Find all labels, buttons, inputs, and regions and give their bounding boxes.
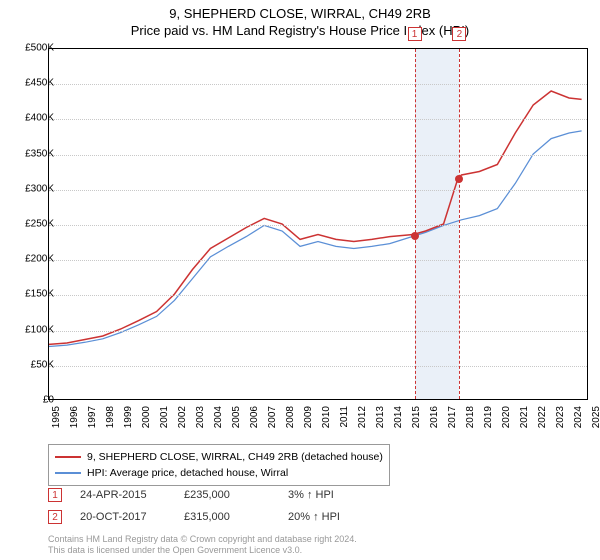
sale-date: 20-OCT-2017 bbox=[80, 511, 166, 523]
x-axis-tick-label: 2001 bbox=[159, 406, 170, 428]
sale-marker-point bbox=[411, 232, 419, 240]
x-axis-tick-label: 1999 bbox=[123, 406, 134, 428]
x-axis-tick-label: 2002 bbox=[177, 406, 188, 428]
x-axis-tick-label: 2009 bbox=[303, 406, 314, 428]
x-axis-tick-label: 2003 bbox=[195, 406, 206, 428]
y-axis-tick-label: £200K bbox=[25, 254, 54, 265]
sale-marker-point bbox=[455, 175, 463, 183]
sale-delta: 3% ↑ HPI bbox=[288, 489, 374, 501]
sale-marker-label: 1 bbox=[408, 27, 422, 41]
x-axis-tick-label: 2021 bbox=[519, 406, 530, 428]
y-axis-tick-label: £50K bbox=[31, 359, 54, 370]
x-axis-tick-label: 2011 bbox=[339, 406, 350, 428]
legend-item-hpi: HPI: Average price, detached house, Wirr… bbox=[55, 465, 383, 481]
sale-marker-box: 1 bbox=[48, 488, 62, 502]
chart-svg bbox=[49, 49, 587, 399]
gridline bbox=[49, 260, 587, 261]
legend-label: HPI: Average price, detached house, Wirr… bbox=[87, 467, 288, 479]
x-axis-tick-label: 1996 bbox=[69, 406, 80, 428]
x-axis-tick-label: 2007 bbox=[267, 406, 278, 428]
sale-price: £315,000 bbox=[184, 511, 270, 523]
chart-title-subtitle: Price paid vs. HM Land Registry's House … bbox=[0, 23, 600, 38]
x-axis-tick-label: 2015 bbox=[411, 406, 422, 428]
sale-marker-line bbox=[415, 49, 416, 399]
legend-swatch bbox=[55, 456, 81, 458]
series-hpi bbox=[49, 131, 582, 347]
sale-delta: 20% ↑ HPI bbox=[288, 511, 374, 523]
y-axis-tick-label: £250K bbox=[25, 219, 54, 230]
x-axis-tick-label: 2012 bbox=[357, 406, 368, 428]
sale-row-2: 2 20-OCT-2017 £315,000 20% ↑ HPI bbox=[48, 510, 374, 524]
x-axis-tick-label: 1997 bbox=[87, 406, 98, 428]
legend-item-price-paid: 9, SHEPHERD CLOSE, WIRRAL, CH49 2RB (det… bbox=[55, 449, 383, 465]
x-axis-tick-label: 1998 bbox=[105, 406, 116, 428]
y-axis-tick-label: £450K bbox=[25, 78, 54, 89]
footer-attribution: Contains HM Land Registry data © Crown c… bbox=[48, 534, 357, 556]
y-axis-tick-label: £350K bbox=[25, 148, 54, 159]
gridline bbox=[49, 190, 587, 191]
x-axis-tick-label: 2025 bbox=[591, 406, 600, 428]
sale-row-1: 1 24-APR-2015 £235,000 3% ↑ HPI bbox=[48, 488, 374, 502]
gridline bbox=[49, 331, 587, 332]
x-axis-tick-label: 2000 bbox=[141, 406, 152, 428]
x-axis-tick-label: 2023 bbox=[555, 406, 566, 428]
sale-date: 24-APR-2015 bbox=[80, 489, 166, 501]
sale-marker-box: 2 bbox=[48, 510, 62, 524]
series-price_paid bbox=[49, 91, 582, 344]
footer-line2: This data is licensed under the Open Gov… bbox=[48, 545, 357, 556]
y-axis-tick-label: £100K bbox=[25, 324, 54, 335]
legend: 9, SHEPHERD CLOSE, WIRRAL, CH49 2RB (det… bbox=[48, 444, 390, 486]
x-axis-tick-label: 2014 bbox=[393, 406, 404, 428]
y-axis-tick-label: £400K bbox=[25, 113, 54, 124]
sale-marker-line bbox=[459, 49, 460, 399]
y-axis-tick-label: £500K bbox=[25, 43, 54, 54]
gridline bbox=[49, 225, 587, 226]
x-axis-tick-label: 2006 bbox=[249, 406, 260, 428]
x-axis-tick-label: 1995 bbox=[51, 406, 62, 428]
x-axis-tick-label: 2018 bbox=[465, 406, 476, 428]
x-axis-tick-label: 2013 bbox=[375, 406, 386, 428]
x-axis-tick-label: 2017 bbox=[447, 406, 458, 428]
y-axis-tick-label: £300K bbox=[25, 183, 54, 194]
gridline bbox=[49, 295, 587, 296]
y-axis-tick-label: £0 bbox=[43, 395, 54, 406]
x-axis-tick-label: 2022 bbox=[537, 406, 548, 428]
gridline bbox=[49, 84, 587, 85]
gridline bbox=[49, 155, 587, 156]
chart-plot-area: 12 bbox=[48, 48, 588, 400]
x-axis-tick-label: 2004 bbox=[213, 406, 224, 428]
chart-container: { "title_line1": "9, SHEPHERD CLOSE, WIR… bbox=[0, 0, 600, 560]
sale-marker-label: 2 bbox=[452, 27, 466, 41]
x-axis-tick-label: 2010 bbox=[321, 406, 332, 428]
x-axis-tick-label: 2016 bbox=[429, 406, 440, 428]
chart-title-block: 9, SHEPHERD CLOSE, WIRRAL, CH49 2RB Pric… bbox=[0, 0, 600, 38]
gridline bbox=[49, 366, 587, 367]
chart-title-address: 9, SHEPHERD CLOSE, WIRRAL, CH49 2RB bbox=[0, 6, 600, 21]
footer-line1: Contains HM Land Registry data © Crown c… bbox=[48, 534, 357, 545]
sale-price: £235,000 bbox=[184, 489, 270, 501]
x-axis-tick-label: 2020 bbox=[501, 406, 512, 428]
y-axis-tick-label: £150K bbox=[25, 289, 54, 300]
x-axis-tick-label: 2005 bbox=[231, 406, 242, 428]
gridline bbox=[49, 119, 587, 120]
x-axis-tick-label: 2024 bbox=[573, 406, 584, 428]
legend-label: 9, SHEPHERD CLOSE, WIRRAL, CH49 2RB (det… bbox=[87, 451, 383, 463]
legend-swatch bbox=[55, 472, 81, 474]
x-axis-tick-label: 2019 bbox=[483, 406, 494, 428]
x-axis-tick-label: 2008 bbox=[285, 406, 296, 428]
